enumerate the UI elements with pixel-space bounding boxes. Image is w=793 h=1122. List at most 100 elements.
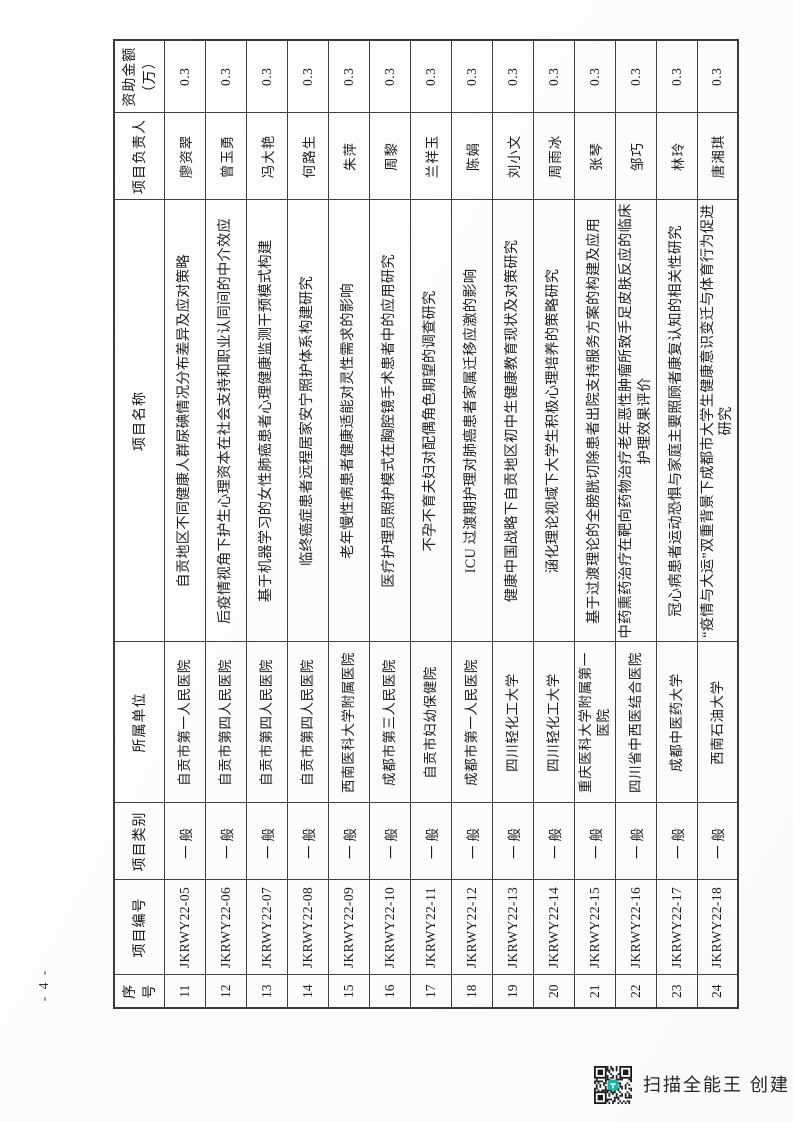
cell-project-code: JKRWY22-05 bbox=[164, 880, 205, 975]
cell-project-code: JKRWY22-14 bbox=[533, 880, 574, 975]
cell-affiliated-unit: 重庆医科大学附属第一医院 bbox=[574, 642, 615, 803]
cell-affiliated-unit: 四川轻化工大学 bbox=[533, 642, 574, 803]
cell-funding-amount: 0.3 bbox=[287, 40, 328, 113]
cell-project-title: 不孕不育夫妇对配偶角色期望的调查研究 bbox=[410, 200, 451, 642]
cell-project-title: 后疫情视角下护生心理资本在社会支持和职业认同间的中介效应 bbox=[205, 200, 246, 642]
cell-project-leader: 陈娟 bbox=[451, 113, 492, 200]
table-row: 22 JKRWY22-16 一般 四川省中西医结合医院 中药熏药治疗在靶向药物治… bbox=[615, 40, 656, 1008]
cell-project-category: 一般 bbox=[287, 803, 328, 880]
cell-affiliated-unit: 四川省中西医结合医院 bbox=[615, 642, 656, 803]
cell-serial-number: 14 bbox=[287, 975, 328, 1008]
cell-project-title: 基于机器学习的女性肺癌患者心理健康监测干预模式构建 bbox=[246, 200, 287, 642]
cell-project-category: 一般 bbox=[164, 803, 205, 880]
cell-affiliated-unit: 成都市第三人民医院 bbox=[369, 642, 410, 803]
cell-project-leader: 周雨冰 bbox=[533, 113, 574, 200]
cell-project-category: 一般 bbox=[246, 803, 287, 880]
cell-funding-amount: 0.3 bbox=[328, 40, 369, 113]
cell-project-leader: 林玲 bbox=[656, 113, 697, 200]
cell-project-code: JKRWY22-13 bbox=[492, 880, 533, 975]
cell-project-title: 老年慢性病患者健康适能对灵性需求的影响 bbox=[328, 200, 369, 642]
cell-serial-number: 18 bbox=[451, 975, 492, 1008]
cell-project-title: ICU 过渡期护理对肺癌患者家属迁移应激的影响 bbox=[451, 200, 492, 642]
cell-affiliated-unit: 四川轻化工大学 bbox=[492, 642, 533, 803]
cell-project-leader: 曾玉勇 bbox=[205, 113, 246, 200]
cell-funding-amount: 0.3 bbox=[697, 40, 738, 113]
cell-project-category: 一般 bbox=[205, 803, 246, 880]
header-project-code: 项目编号 bbox=[114, 880, 164, 975]
cell-serial-number: 22 bbox=[615, 975, 656, 1008]
cell-affiliated-unit: 自贡市第四人民医院 bbox=[246, 642, 287, 803]
cell-serial-number: 15 bbox=[328, 975, 369, 1008]
cell-affiliated-unit: 西南石油大学 bbox=[697, 642, 738, 803]
cell-project-title: 冠心病患者运动恐惧与家庭主要照顾者康复认知的相关性研究 bbox=[656, 200, 697, 642]
table-row: 18 JKRWY22-12 一般 成都市第一人民医院 ICU 过渡期护理对肺癌患… bbox=[451, 40, 492, 1008]
table-row: 15 JKRWY22-09 一般 西南医科大学附属医院 老年慢性病患者健康适能对… bbox=[328, 40, 369, 1008]
cell-funding-amount: 0.3 bbox=[533, 40, 574, 113]
qr-code-icon bbox=[594, 1066, 632, 1104]
header-affiliated-unit: 所属单位 bbox=[114, 642, 164, 803]
cell-project-leader: 冯大艳 bbox=[246, 113, 287, 200]
cell-funding-amount: 0.3 bbox=[574, 40, 615, 113]
cell-funding-amount: 0.3 bbox=[492, 40, 533, 113]
cell-project-category: 一般 bbox=[369, 803, 410, 880]
table-row: 21 JKRWY22-15 一般 重庆医科大学附属第一医院 基于过渡理论的全膀胱… bbox=[574, 40, 615, 1008]
cell-funding-amount: 0.3 bbox=[369, 40, 410, 113]
table-row: 13 JKRWY22-07 一般 自贡市第四人民医院 基于机器学习的女性肺癌患者… bbox=[246, 40, 287, 1008]
cell-project-code: JKRWY22-06 bbox=[205, 880, 246, 975]
cell-funding-amount: 0.3 bbox=[246, 40, 287, 113]
cell-project-category: 一般 bbox=[656, 803, 697, 880]
cell-serial-number: 21 bbox=[574, 975, 615, 1008]
page-number: - 4 - bbox=[36, 968, 51, 1002]
cell-serial-number: 12 bbox=[205, 975, 246, 1008]
header-project-category: 项目类别 bbox=[114, 803, 164, 880]
cell-project-category: 一般 bbox=[410, 803, 451, 880]
cell-project-category: 一般 bbox=[451, 803, 492, 880]
table-row: 24 JKRWY22-18 一般 西南石油大学 “疫情与大运”双重背景下成都市大… bbox=[697, 40, 738, 1008]
cell-project-code: JKRWY22-15 bbox=[574, 880, 615, 975]
cell-funding-amount: 0.3 bbox=[164, 40, 205, 113]
cell-project-category: 一般 bbox=[533, 803, 574, 880]
table-row: 19 JKRWY22-13 一般 四川轻化工大学 健康中国战略下自贡地区初中生健… bbox=[492, 40, 533, 1008]
cell-project-title: 基于过渡理论的全膀胱切除患者出院支持服务方案的构建及应用 bbox=[574, 200, 615, 642]
table-header-row: 序号 项目编号 项目类别 所属单位 项目名称 项目负责人 资助金额（万） bbox=[114, 40, 164, 1008]
cell-project-category: 一般 bbox=[492, 803, 533, 880]
cell-project-code: JKRWY22-11 bbox=[410, 880, 451, 975]
cell-project-title: 健康中国战略下自贡地区初中生健康教育现状及对策研究 bbox=[492, 200, 533, 642]
cell-affiliated-unit: 自贡市第一人民医院 bbox=[164, 642, 205, 803]
cell-project-leader: 兰祥玉 bbox=[410, 113, 451, 200]
cell-project-leader: 廖资翠 bbox=[164, 113, 205, 200]
cell-affiliated-unit: 自贡市第四人民医院 bbox=[205, 642, 246, 803]
cell-project-leader: 刘小文 bbox=[492, 113, 533, 200]
cell-affiliated-unit: 自贡市妇幼保健院 bbox=[410, 642, 451, 803]
cell-project-title: 临终癌症患者远程居家安宁照护体系构建研究 bbox=[287, 200, 328, 642]
header-funding-amount: 资助金额（万） bbox=[114, 40, 164, 113]
table-row: 14 JKRWY22-08 一般 自贡市第四人民医院 临终癌症患者远程居家安宁照… bbox=[287, 40, 328, 1008]
cell-project-title: 中药熏药治疗在靶向药物治疗老年恶性肿瘤所致手足皮肤反应的临床护理效果评价 bbox=[615, 200, 656, 642]
cell-affiliated-unit: 西南医科大学附属医院 bbox=[328, 642, 369, 803]
cell-project-leader: 张琴 bbox=[574, 113, 615, 200]
cell-project-category: 一般 bbox=[615, 803, 656, 880]
scanner-caption: 扫描全能王 创建 bbox=[643, 1075, 791, 1095]
cell-affiliated-unit: 自贡市第四人民医院 bbox=[287, 642, 328, 803]
cell-project-leader: 邹巧 bbox=[615, 113, 656, 200]
header-serial-number: 序号 bbox=[114, 975, 164, 1008]
cell-serial-number: 11 bbox=[164, 975, 205, 1008]
cell-project-leader: 周黎 bbox=[369, 113, 410, 200]
cell-serial-number: 20 bbox=[533, 975, 574, 1008]
cell-serial-number: 23 bbox=[656, 975, 697, 1008]
cell-serial-number: 16 bbox=[369, 975, 410, 1008]
cell-serial-number: 24 bbox=[697, 975, 738, 1008]
cell-project-code: JKRWY22-08 bbox=[287, 880, 328, 975]
cell-project-code: JKRWY22-10 bbox=[369, 880, 410, 975]
table-row: 23 JKRWY22-17 一般 成都中医药大学 冠心病患者运动恐惧与家庭主要照… bbox=[656, 40, 697, 1008]
cell-affiliated-unit: 成都市第一人民医院 bbox=[451, 642, 492, 803]
cell-project-code: JKRWY22-16 bbox=[615, 880, 656, 975]
cell-project-code: JKRWY22-12 bbox=[451, 880, 492, 975]
cell-funding-amount: 0.3 bbox=[451, 40, 492, 113]
cell-serial-number: 19 bbox=[492, 975, 533, 1008]
table-row: 17 JKRWY22-11 一般 自贡市妇幼保健院 不孕不育夫妇对配偶角色期望的… bbox=[410, 40, 451, 1008]
cell-project-title: 自贡地区不同健康人群尿碘情况分布差异及应对策略 bbox=[164, 200, 205, 642]
scanner-watermark: 扫描全能王 创建 bbox=[594, 1066, 790, 1104]
cell-serial-number: 13 bbox=[246, 975, 287, 1008]
